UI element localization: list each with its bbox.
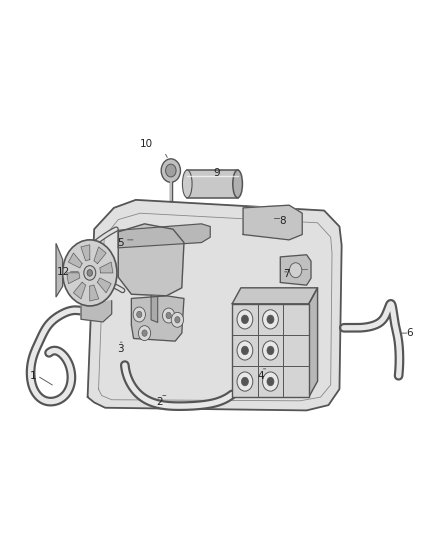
Circle shape [263, 341, 279, 360]
Circle shape [267, 377, 274, 386]
Circle shape [237, 372, 253, 391]
Polygon shape [118, 224, 210, 248]
Text: 7: 7 [283, 270, 290, 279]
Circle shape [241, 315, 248, 324]
Circle shape [166, 164, 176, 177]
Text: 9: 9 [213, 168, 220, 178]
Bar [232, 304, 309, 397]
Circle shape [241, 377, 248, 386]
Circle shape [290, 263, 302, 278]
Circle shape [241, 346, 248, 355]
Polygon shape [131, 296, 184, 341]
Circle shape [175, 317, 180, 323]
Circle shape [133, 307, 145, 322]
Circle shape [237, 341, 253, 360]
Polygon shape [100, 262, 113, 273]
Polygon shape [88, 200, 342, 410]
Text: 3: 3 [117, 344, 124, 354]
Text: 10: 10 [140, 139, 153, 149]
Circle shape [138, 326, 151, 341]
Text: 6: 6 [406, 328, 413, 338]
Polygon shape [56, 244, 63, 297]
Ellipse shape [182, 170, 192, 198]
Circle shape [166, 312, 171, 319]
Polygon shape [232, 288, 318, 304]
Polygon shape [74, 282, 86, 299]
Circle shape [267, 346, 274, 355]
Polygon shape [280, 255, 311, 285]
Polygon shape [68, 253, 82, 268]
Text: 1: 1 [29, 371, 36, 381]
Circle shape [263, 310, 279, 329]
Circle shape [84, 265, 96, 280]
Polygon shape [94, 247, 106, 263]
Bar [187, 170, 237, 198]
Polygon shape [118, 224, 184, 296]
Ellipse shape [233, 170, 243, 198]
Polygon shape [243, 205, 302, 240]
Circle shape [162, 308, 175, 323]
Polygon shape [90, 285, 99, 301]
Circle shape [137, 311, 142, 318]
Circle shape [171, 312, 184, 327]
Text: 8: 8 [279, 216, 286, 226]
Text: 4: 4 [257, 371, 264, 381]
Text: 12: 12 [57, 267, 70, 277]
Polygon shape [151, 296, 158, 322]
Polygon shape [67, 273, 80, 284]
Text: 5: 5 [117, 238, 124, 247]
Polygon shape [81, 301, 112, 322]
Circle shape [87, 270, 92, 276]
Circle shape [267, 315, 274, 324]
Text: 2: 2 [156, 398, 163, 407]
Polygon shape [309, 288, 318, 397]
Polygon shape [98, 278, 111, 293]
Circle shape [161, 159, 180, 182]
Polygon shape [81, 245, 90, 261]
Circle shape [237, 310, 253, 329]
Circle shape [63, 240, 117, 306]
Circle shape [142, 330, 147, 336]
Circle shape [263, 372, 279, 391]
